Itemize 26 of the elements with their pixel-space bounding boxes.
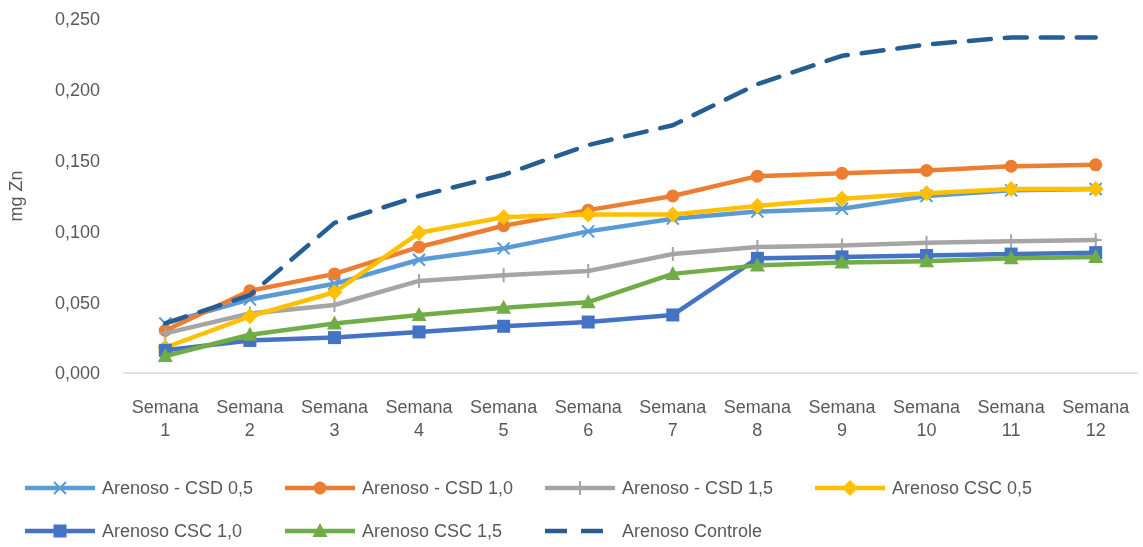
y-axis-title: mg Zn (6, 170, 26, 222)
x-tick-label: Semana 11 (977, 397, 1046, 441)
x-tick-label: Semana 4 (385, 397, 454, 441)
y-tick-label: 0,150 (54, 150, 100, 171)
x-tick-label: Semana 12 (1062, 397, 1131, 441)
y-tick-label: 0,050 (54, 292, 100, 313)
y-tick-label: 0,200 (54, 80, 100, 101)
legend-label: Arenoso Controle (622, 521, 763, 542)
x-tick-label: Semana 8 (723, 397, 792, 441)
x-tick-label: Semana 2 (216, 397, 285, 441)
x-tick-label: Semana 5 (470, 397, 539, 441)
x-tick-label: Semana 7 (639, 397, 708, 441)
x-tick-label: Semana 9 (808, 397, 877, 441)
legend-label: Arenoso - CSD 0,5 (102, 478, 254, 499)
legend-label: Arenoso CSC 0,5 (892, 478, 1033, 499)
y-tick-label: 0,100 (54, 221, 100, 242)
x-tick-label: Semana 10 (893, 397, 962, 441)
legend-label: Arenoso - CSD 1,5 (622, 478, 774, 499)
y-tick-label: 0,000 (54, 363, 100, 384)
x-tick-label: Semana 6 (554, 397, 623, 441)
legend-label: Arenoso CSC 1,5 (362, 521, 503, 542)
legend-label: Arenoso - CSD 1,0 (362, 478, 514, 499)
y-tick-label: 0,250 (54, 9, 100, 30)
x-tick-label: Semana 3 (300, 397, 369, 441)
legend-label: Arenoso CSC 1,0 (102, 521, 243, 542)
x-tick-label: Semana 1 (131, 397, 200, 441)
